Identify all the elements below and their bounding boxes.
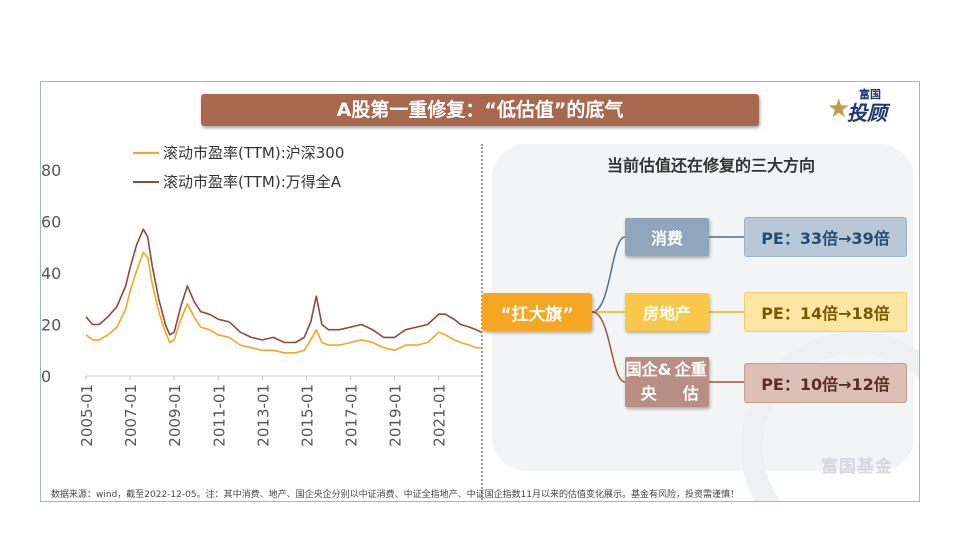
star-icon: ★ xyxy=(827,94,851,124)
pe-soe-revaluation: PE：10倍→12倍 xyxy=(744,363,907,403)
category-soe-line2: 企重估 xyxy=(674,360,707,403)
page-title: A股第一重修复：“低估值”的底气 xyxy=(201,94,759,126)
logo-top-text: 富国 xyxy=(859,88,881,101)
footnote: 数据来源：wind，截至2022-12-05。注：其中消费、地产、国企央企分别以… xyxy=(51,490,740,500)
x-tick-label: 2021-01 xyxy=(431,384,449,447)
x-tick-label: 2013-01 xyxy=(254,384,272,447)
category-real-estate: 房地产 xyxy=(625,293,709,331)
watermark-text: 富国基金 xyxy=(821,457,893,477)
pe-consumption: PE：33倍→39倍 xyxy=(744,217,907,257)
x-tick-label: 2007-01 xyxy=(122,384,140,447)
x-tick-label: 2009-01 xyxy=(166,384,184,447)
legend-label-hs300: 滚动市盈率(TTM):沪深300 xyxy=(163,144,344,162)
x-tick-label: 2011-01 xyxy=(210,384,228,447)
x-tick-label: 2019-01 xyxy=(387,384,405,447)
connector-lines xyxy=(591,236,744,383)
x-tick-label: 2017-01 xyxy=(343,384,361,447)
series-line-wind-a xyxy=(85,228,481,344)
pe-line-chart: 滚动市盈率(TTM):沪深300 滚动市盈率(TTM):万得全A 0 20 40 60… xyxy=(41,144,481,447)
series-line-hs300 xyxy=(85,251,481,354)
slide-frame: A股第一重修复：“低估值”的底气 ★ 富国 投顾 滚动市盈率(TTM):沪深30… xyxy=(40,81,920,502)
hub-flag-bearer: “扛大旗” xyxy=(482,293,592,331)
y-tick-label: 60 xyxy=(41,213,61,232)
y-tick-label: 80 xyxy=(41,161,61,180)
logo-main-text: 投顾 xyxy=(847,101,887,125)
logo: ★ 富国 投顾 xyxy=(827,86,913,130)
y-tick-label: 0 xyxy=(41,367,51,386)
y-tick-label: 20 xyxy=(41,316,61,335)
category-soe-revaluation: 国企&央 企重估 xyxy=(625,357,709,407)
category-soe-line1: 国企&央 xyxy=(625,360,672,403)
pe-real-estate: PE：14倍→18倍 xyxy=(744,292,907,332)
x-tick-label: 2015-01 xyxy=(298,384,316,447)
y-tick-label: 40 xyxy=(41,264,61,283)
x-tick-label: 2005-01 xyxy=(78,384,96,447)
category-consumption: 消费 xyxy=(625,218,709,256)
legend-label-wind-a: 滚动市盈率(TTM):万得全A xyxy=(163,173,342,191)
panel-title: 当前估值还在修复的三大方向 xyxy=(606,156,815,175)
